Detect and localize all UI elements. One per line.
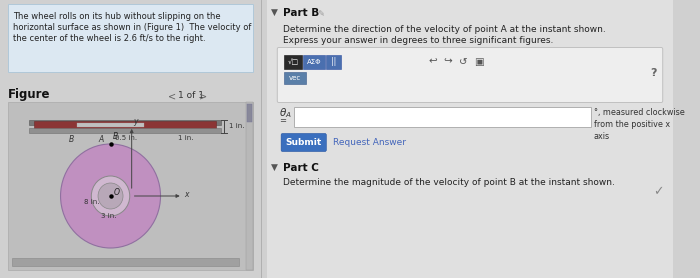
Text: horizontal surface as shown in (Figure 1)  The velocity of: horizontal surface as shown in (Figure 1…: [13, 23, 252, 32]
Bar: [29, 128, 221, 133]
Bar: [246, 102, 253, 270]
Text: 3 in.: 3 in.: [101, 213, 116, 219]
Text: 1 of 1: 1 of 1: [178, 91, 204, 100]
Text: ▼: ▼: [271, 8, 278, 17]
Text: Figure: Figure: [8, 88, 50, 101]
Text: ?: ?: [650, 68, 657, 78]
Bar: [8, 102, 253, 270]
Circle shape: [61, 144, 160, 248]
Circle shape: [98, 183, 123, 209]
Text: B: B: [69, 135, 74, 144]
Text: x: x: [185, 190, 189, 199]
Text: Submit: Submit: [286, 138, 322, 147]
Text: >: >: [199, 91, 207, 101]
FancyBboxPatch shape: [8, 4, 253, 72]
Bar: [0, 0, 261, 278]
Text: <: <: [168, 91, 176, 101]
Text: ▼: ▼: [271, 163, 278, 172]
Text: √□: √□: [288, 58, 299, 65]
Text: Determine the magnitude of the velocity of point B at the instant shown.: Determine the magnitude of the velocity …: [283, 178, 615, 187]
FancyBboxPatch shape: [284, 71, 306, 83]
Text: 1 in.: 1 in.: [229, 123, 244, 129]
Text: vec: vec: [289, 75, 301, 81]
FancyBboxPatch shape: [277, 48, 663, 103]
Circle shape: [91, 176, 130, 216]
Text: O: O: [113, 188, 120, 197]
Text: Express your answer in degrees to three significant figures.: Express your answer in degrees to three …: [283, 36, 553, 45]
FancyBboxPatch shape: [284, 54, 302, 68]
Text: A: A: [98, 135, 104, 144]
Bar: [247, 104, 252, 122]
Text: ΑΣΦ: ΑΣΦ: [307, 58, 321, 64]
Text: 0.5 in.: 0.5 in.: [116, 135, 137, 141]
Text: Part B: Part B: [283, 8, 318, 18]
Text: B: B: [113, 132, 118, 141]
FancyBboxPatch shape: [303, 54, 326, 68]
Text: °, measured clockwise
from the positive x
axis: °, measured clockwise from the positive …: [594, 108, 685, 141]
FancyBboxPatch shape: [326, 54, 341, 68]
Text: 1 in.: 1 in.: [178, 135, 193, 141]
Text: ↺: ↺: [459, 56, 468, 66]
Text: y: y: [134, 117, 138, 126]
Bar: [294, 107, 591, 127]
FancyBboxPatch shape: [281, 133, 326, 152]
Text: $\theta_A$: $\theta_A$: [279, 106, 291, 120]
Bar: [13, 258, 239, 266]
Text: ↪: ↪: [444, 56, 452, 66]
Bar: [34, 121, 216, 130]
Bar: [77, 123, 144, 127]
Text: the center of the wheel is 2.6 ft/s to the right.: the center of the wheel is 2.6 ft/s to t…: [13, 34, 206, 43]
Bar: [29, 120, 221, 125]
Text: Part C: Part C: [283, 163, 318, 173]
Text: ||: ||: [331, 57, 336, 66]
Bar: [267, 0, 673, 278]
Text: ▣: ▣: [474, 56, 484, 66]
Text: Request Answer: Request Answer: [332, 138, 405, 147]
Text: =: =: [279, 116, 286, 125]
Text: The wheel rolls on its hub without slipping on the: The wheel rolls on its hub without slipp…: [13, 12, 221, 21]
Text: ✎: ✎: [317, 9, 324, 18]
Text: 8 in.: 8 in.: [83, 199, 99, 205]
Text: ↩: ↩: [428, 56, 437, 66]
Text: ✓: ✓: [652, 185, 663, 198]
Text: Determine the direction of the velocity of point A at the instant shown.: Determine the direction of the velocity …: [283, 25, 606, 34]
